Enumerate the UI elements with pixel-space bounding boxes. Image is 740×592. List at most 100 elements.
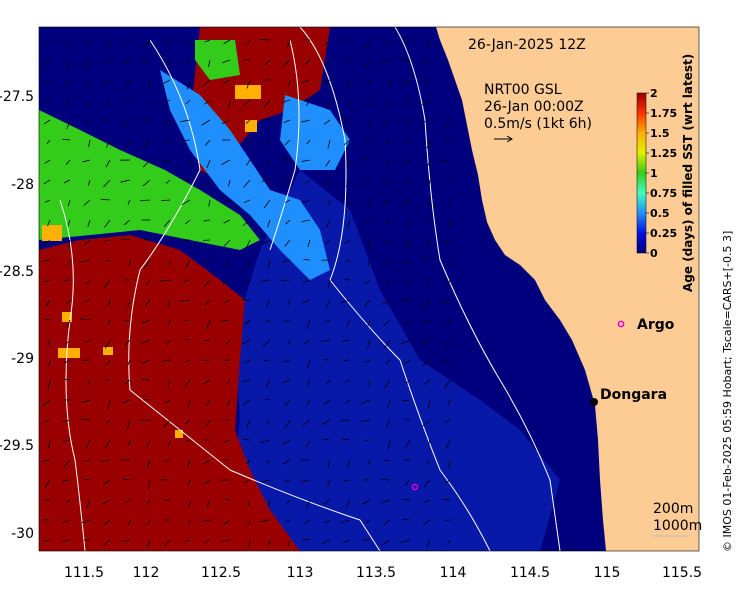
- current-vector: [186, 399, 191, 410]
- current-vector: [104, 239, 111, 242]
- current-vector: [381, 499, 391, 504]
- current-vector: [141, 359, 151, 364]
- current-vector: [364, 299, 371, 307]
- current-vector: [161, 199, 171, 202]
- age-speck: [175, 430, 183, 438]
- current-vector: [346, 159, 351, 169]
- current-vector: [228, 179, 231, 187]
- age-patch-half-day: [160, 70, 330, 280]
- current-vector: [244, 359, 251, 364]
- current-vector: [84, 479, 91, 481]
- current-vector: [401, 199, 411, 206]
- credit-text: © IMOS 01-Feb-2025 05:59 Hobart; Tscale=…: [721, 231, 734, 552]
- current-vector: [43, 539, 51, 542]
- product-name: NRT00 GSL: [484, 82, 562, 98]
- x-tick-label: 114.5: [510, 565, 550, 581]
- current-vector: [420, 258, 431, 261]
- current-vector: [382, 119, 391, 127]
- current-vector: [288, 79, 291, 86]
- current-vector: [104, 379, 111, 382]
- current-vector: [262, 118, 271, 121]
- current-vector: [246, 419, 251, 429]
- current-vector: [385, 39, 391, 45]
- y-axis: -27.5 -28 -28.5 -29 -29.5 -30: [0, 89, 34, 542]
- current-vector: [285, 179, 291, 184]
- current-vector: [206, 399, 211, 407]
- current-vector: [163, 139, 171, 144]
- current-vector: [345, 179, 351, 187]
- date-label: 26-Jan-2025 12Z: [468, 37, 586, 53]
- current-vector: [44, 199, 51, 203]
- current-vector: [282, 99, 291, 103]
- current-vector: [347, 219, 351, 228]
- argo-marker-offshore: [411, 483, 419, 491]
- current-vector: [281, 279, 291, 282]
- argo-label: Argo: [637, 317, 675, 333]
- current-vector: [66, 59, 71, 70]
- current-vector: [343, 39, 351, 43]
- current-vector: [385, 279, 391, 285]
- current-vector: [441, 299, 451, 303]
- current-vector: [383, 459, 391, 462]
- current-vector: [321, 339, 331, 342]
- current-vector: [43, 519, 51, 521]
- current-vector: [204, 99, 211, 105]
- current-vector: [184, 39, 191, 44]
- current-vector: [287, 339, 291, 346]
- age-patch-one-day-north: [195, 40, 240, 80]
- current-vector: [281, 259, 291, 263]
- current-vector: [185, 259, 191, 268]
- y-tick-label: -30: [11, 526, 34, 542]
- current-vector: [65, 99, 71, 107]
- current-vector: [80, 418, 91, 421]
- current-vector: [302, 419, 311, 426]
- current-vector: [365, 39, 371, 50]
- current-vector: [160, 279, 171, 282]
- current-vector: [404, 479, 411, 486]
- current-vector: [423, 319, 431, 322]
- current-vector: [188, 499, 191, 507]
- current-vector: [123, 319, 131, 322]
- current-vector: [168, 439, 171, 447]
- current-vector: [67, 39, 71, 46]
- current-vector: [85, 499, 91, 509]
- current-vector: [185, 59, 191, 64]
- current-vector: [321, 539, 331, 545]
- current-vector: [306, 319, 311, 329]
- current-vector: [163, 459, 171, 462]
- current-vector: [265, 299, 271, 307]
- current-vector: [282, 439, 291, 446]
- current-vector: [340, 299, 351, 304]
- current-vector: [62, 479, 71, 482]
- colorbar-tick-label: 1: [650, 167, 658, 180]
- current-vector: [260, 38, 271, 41]
- current-vector: [445, 339, 451, 349]
- current-vector: [181, 199, 191, 206]
- current-vector: [302, 279, 311, 284]
- current-vector: [127, 199, 131, 205]
- current-vector: [327, 459, 331, 468]
- current-vector: [223, 498, 231, 501]
- current-vector: [186, 79, 191, 90]
- x-tick-label: 113.5: [356, 565, 396, 581]
- current-vector: [44, 259, 51, 261]
- current-vector: [62, 519, 71, 523]
- current-vector: [442, 498, 451, 501]
- current-vector: [305, 179, 311, 184]
- current-vector: [426, 39, 431, 49]
- current-vector: [301, 119, 311, 123]
- y-tick-label: -28.5: [0, 264, 34, 280]
- y-tick-label: -27.5: [0, 89, 34, 105]
- current-vector: [247, 259, 251, 268]
- current-vector: [422, 519, 431, 526]
- current-vector: [382, 299, 391, 305]
- current-vector: [301, 79, 311, 83]
- current-vector: [162, 159, 171, 162]
- vector-scale-label: 0.5m/s (1kt 6h): [484, 116, 592, 132]
- current-vector: [402, 79, 411, 86]
- current-vector: [67, 239, 71, 249]
- current-vector: [428, 399, 431, 408]
- current-vector: [366, 339, 371, 349]
- current-vector: [146, 439, 151, 448]
- current-vector: [123, 39, 131, 44]
